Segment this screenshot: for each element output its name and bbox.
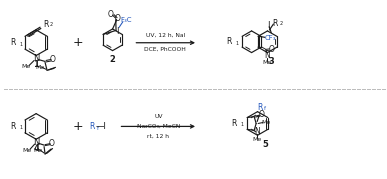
Text: O: O <box>258 110 264 119</box>
Text: 1: 1 <box>236 41 239 46</box>
Text: Me: Me <box>253 137 262 142</box>
Text: N: N <box>265 50 271 60</box>
Text: Na₂CO₃, MeCN: Na₂CO₃, MeCN <box>137 124 180 129</box>
Text: R: R <box>10 38 15 47</box>
Text: 2: 2 <box>110 55 116 64</box>
Text: N: N <box>33 138 39 147</box>
Text: Me: Me <box>263 60 272 65</box>
Text: 4: 4 <box>33 144 39 153</box>
Text: R: R <box>10 122 15 131</box>
Text: N: N <box>254 127 260 136</box>
Text: 5: 5 <box>262 140 269 149</box>
Text: R: R <box>43 20 48 29</box>
Text: O: O <box>269 45 275 54</box>
Text: —I: —I <box>95 122 106 131</box>
Text: 2: 2 <box>50 23 53 28</box>
Text: I: I <box>116 27 118 36</box>
Text: UV: UV <box>154 114 163 119</box>
Text: O: O <box>115 14 121 23</box>
Text: N: N <box>33 54 39 63</box>
Text: 3: 3 <box>269 57 274 66</box>
Text: R: R <box>273 19 278 28</box>
Text: 1: 1 <box>241 122 244 127</box>
Text: Me: Me <box>22 147 32 153</box>
Text: +: + <box>72 120 83 133</box>
Text: O: O <box>49 139 55 148</box>
Text: +: + <box>72 36 83 49</box>
Text: R: R <box>257 103 263 112</box>
Text: R: R <box>231 119 237 128</box>
Text: R: R <box>226 37 232 46</box>
Text: 1: 1 <box>33 60 39 69</box>
Text: F₃C: F₃C <box>120 17 132 23</box>
Text: Me: Me <box>34 147 43 153</box>
Text: Me: Me <box>36 65 45 70</box>
Text: O: O <box>50 55 56 64</box>
Text: UV, 12 h, NaI: UV, 12 h, NaI <box>146 32 185 37</box>
Text: 2: 2 <box>279 21 283 26</box>
Text: I: I <box>267 21 269 30</box>
Text: CF₃: CF₃ <box>264 35 276 41</box>
Text: R: R <box>89 122 94 131</box>
Text: 1: 1 <box>19 42 22 47</box>
Text: O: O <box>108 10 113 19</box>
Text: Me: Me <box>262 120 271 125</box>
Text: Me: Me <box>22 64 31 69</box>
Text: f: f <box>264 106 266 111</box>
Text: f: f <box>97 126 99 131</box>
Text: 1: 1 <box>19 125 22 130</box>
Text: rt, 12 h: rt, 12 h <box>147 134 169 139</box>
Text: DCE, PhCOOH: DCE, PhCOOH <box>144 47 186 52</box>
